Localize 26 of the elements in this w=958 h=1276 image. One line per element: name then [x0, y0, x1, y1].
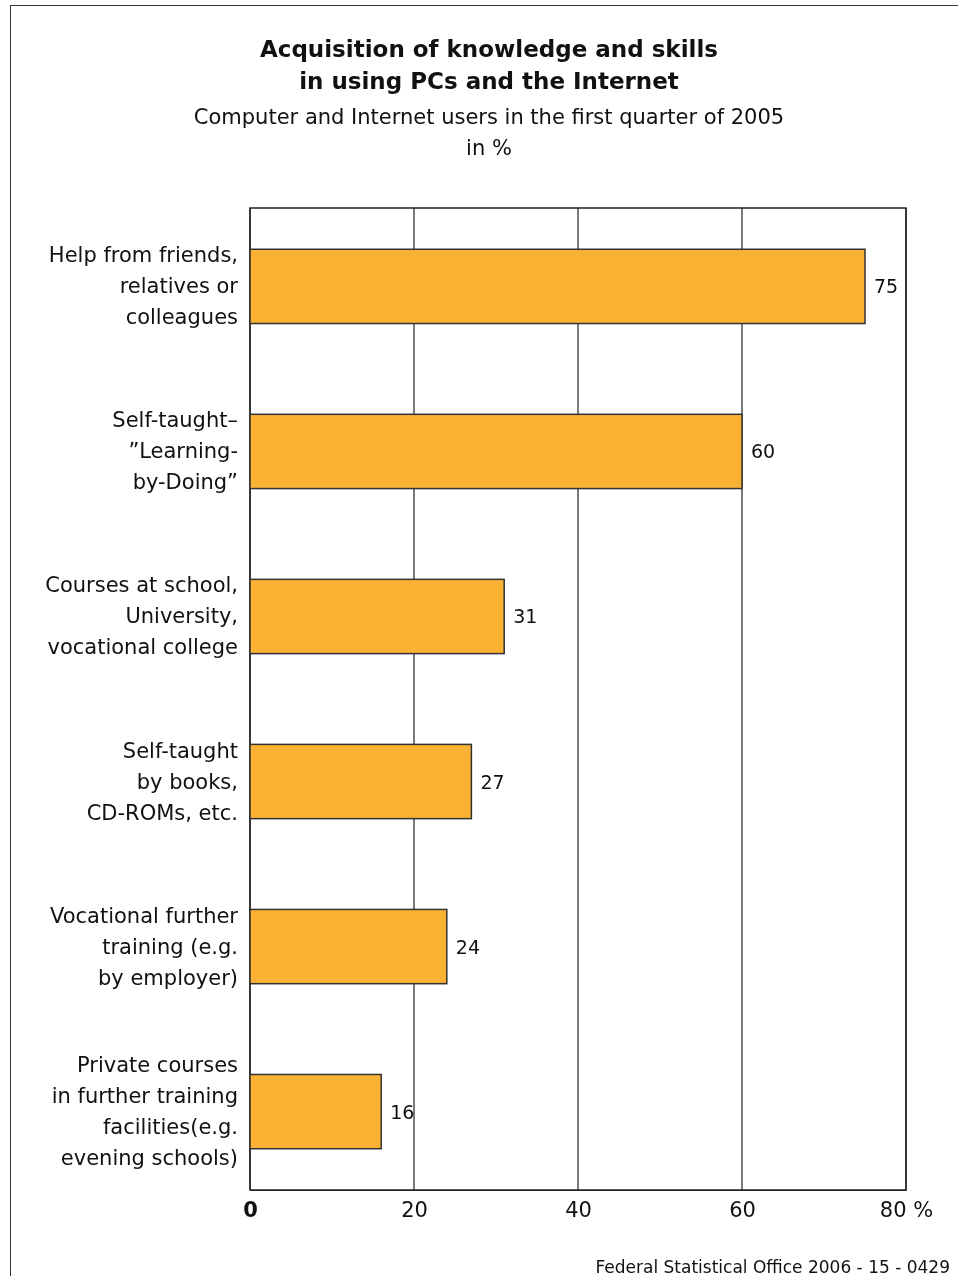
y-tick-label: Vocational further training (e.g. by employer) [49, 903, 239, 990]
chart-title: Acquisition of knowledge and skills in using PCs and the Internet [259, 36, 719, 94]
data-label: 31 [513, 605, 538, 628]
bar [249, 908, 448, 985]
x-tick-label: 40 [565, 1197, 592, 1222]
y-tick-label: Self-taught– ”Learning- by-Doing” [112, 408, 238, 495]
chart-subtitle: Computer and Internet users in the first quarter of 2005 in % [193, 105, 785, 160]
bar [249, 578, 505, 655]
x-tick-label: 0 [243, 1197, 258, 1222]
bar [249, 1073, 382, 1150]
bar [249, 248, 866, 325]
data-label: 24 [455, 935, 480, 958]
y-tick-label: Courses at school, University, vocational college [45, 573, 238, 660]
y-tick-label: Self-taught by books, CD-ROMs, etc. [86, 738, 238, 825]
y-tick-label: Help from friends, relatives or colleagues [48, 243, 239, 330]
data-label: 60 [751, 440, 776, 463]
data-label: 16 [390, 1100, 415, 1123]
bar [249, 743, 473, 820]
x-tick-label: 20 [401, 1197, 428, 1222]
data-label: 27 [480, 770, 505, 793]
text: Federal Statistical Office 2006 - 15 - 0429 [595, 1257, 950, 1276]
y-tick-label: Private courses in further training facilities(e.g. evening schools) [51, 1053, 238, 1171]
data-label: 75 [874, 275, 899, 298]
bar [249, 413, 743, 490]
x-tick-label: 60 [729, 1197, 756, 1222]
x-tick-label: 80 % [879, 1197, 934, 1222]
